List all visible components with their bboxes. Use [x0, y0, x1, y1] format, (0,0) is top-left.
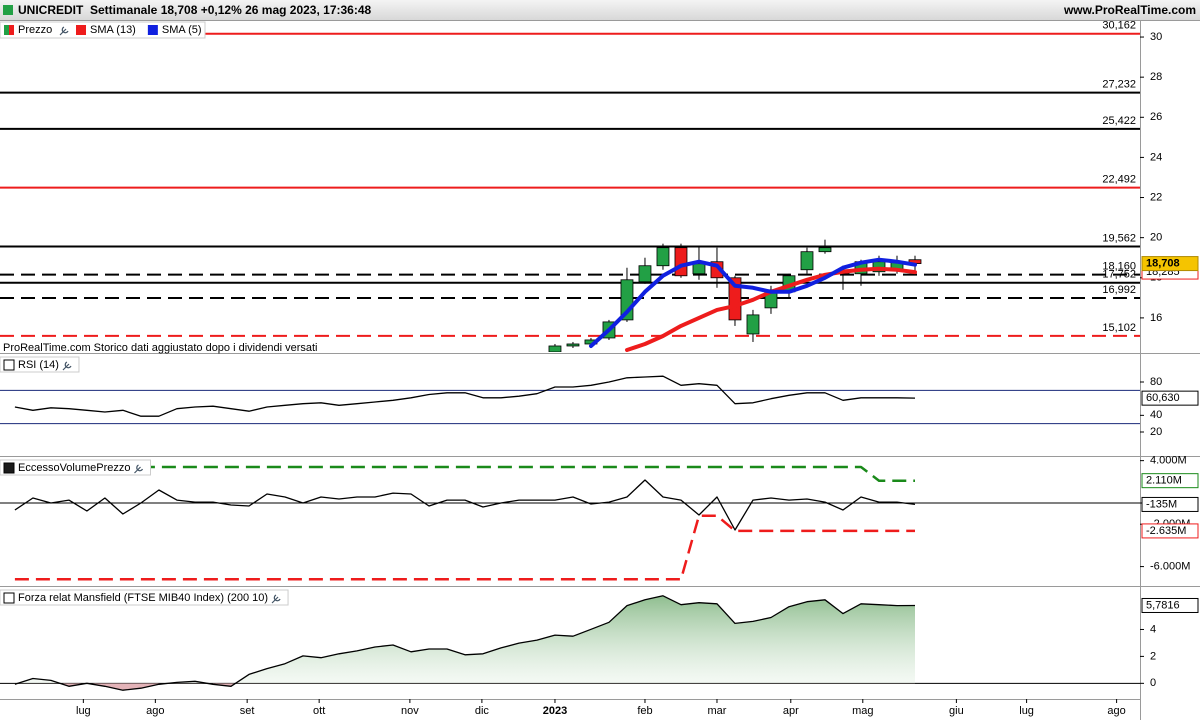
last-value-label: 2.110M [1146, 475, 1182, 487]
level-label: 30,162 [1102, 20, 1136, 32]
x-tick-label: 2023 [543, 705, 567, 717]
y-tick-label: 22 [1150, 191, 1162, 203]
panel-title: RSI (14) [18, 359, 59, 371]
candle-body [692, 263, 706, 275]
x-tick-label: set [240, 705, 255, 717]
series-line [14, 595, 916, 691]
legend-swatch [9, 25, 14, 35]
panel-icon [3, 592, 15, 604]
last-value-label: 5,7816 [1146, 599, 1180, 611]
header-site: www.ProRealTime.com [1063, 3, 1196, 17]
candle-body [818, 247, 832, 253]
y-tick-label: 4.000M [1150, 455, 1187, 467]
panel [0, 465, 1140, 581]
y-tick-label: 20 [1150, 426, 1162, 438]
y-tick-label: 80 [1150, 376, 1162, 388]
chart-note: ProRealTime.com Storico dati aggiustato … [3, 342, 317, 354]
candle-body [548, 345, 562, 352]
last-value-label: -135M [1146, 498, 1177, 510]
last-value-label: 18,708 [1146, 257, 1180, 269]
panel-icon [3, 462, 15, 474]
y-tick-label: 26 [1150, 111, 1162, 123]
level-label: 27,232 [1102, 78, 1136, 90]
header-icon [3, 5, 13, 15]
settings-icon [271, 594, 281, 604]
panel-title-bg [0, 459, 151, 476]
x-tick-label: mar [708, 705, 727, 717]
legend-swatch [4, 25, 9, 35]
level-label: 19,562 [1102, 232, 1136, 244]
x-tick-label: giu [949, 705, 964, 717]
y-tick-label: 40 [1150, 409, 1162, 421]
series-line [14, 479, 916, 531]
settings-icon [134, 464, 144, 474]
last-value-box [1141, 496, 1199, 512]
y-tick-label: 30 [1150, 31, 1162, 43]
y-tick-label: 24 [1150, 151, 1162, 163]
y-tick-label: 20 [1150, 232, 1162, 244]
panel [0, 595, 1140, 691]
last-value-label: -2.635M [1146, 525, 1186, 537]
area-positive [14, 595, 915, 684]
panel-icon [3, 359, 15, 371]
candle-body [566, 343, 580, 347]
candle-body [800, 251, 814, 271]
x-tick-label: nov [401, 705, 419, 717]
header-subtitle: Settimanale 18,708 +0,12% 26 mag 2023, 1… [90, 3, 372, 17]
last-value-box [1141, 597, 1199, 613]
last-value-box [1141, 473, 1199, 489]
legend-label: SMA (13) [90, 24, 136, 36]
level-label: 15,102 [1102, 322, 1136, 334]
x-tick-label: feb [637, 705, 652, 717]
x-tick-label: apr [783, 705, 799, 717]
panel-title: Forza relat Mansfield (FTSE MIB40 Index)… [18, 592, 268, 604]
last-value-box [1141, 390, 1199, 406]
header-title: UNICREDIT [18, 3, 84, 17]
y-tick-label: 28 [1150, 71, 1162, 83]
x-tick-label: lug [1019, 705, 1034, 717]
legend-swatch [76, 25, 86, 35]
level-label: 25,422 [1102, 115, 1136, 127]
candle-body [656, 247, 670, 267]
last-value-box [1141, 256, 1199, 272]
y-tick-label: 16 [1150, 312, 1162, 324]
header-bar [0, 0, 1200, 20]
candle-body [638, 265, 652, 283]
x-tick-label: mag [852, 705, 873, 717]
x-tick-label: lug [76, 705, 91, 717]
y-tick-label: 2 [1150, 650, 1156, 662]
area-negative [14, 683, 236, 691]
legend-label: Prezzo [18, 24, 52, 36]
series-line [14, 465, 915, 482]
panel [0, 32, 1140, 352]
level-label: 22,492 [1102, 174, 1136, 186]
panel [0, 375, 1140, 425]
x-tick-label: dic [475, 705, 490, 717]
candle-body [746, 314, 760, 335]
panel-title-bg [0, 589, 289, 606]
series-line [14, 514, 915, 581]
settings-icon [62, 361, 72, 371]
level-label: 17,752 [1102, 269, 1136, 281]
legend-swatch [147, 25, 158, 35]
y-tick-label: 0 [1150, 677, 1156, 689]
panel-title-bg [0, 356, 80, 373]
legend-label: SMA (5) [162, 24, 202, 36]
level-label: 18,160 [1102, 260, 1136, 272]
x-tick-label: ott [313, 705, 325, 717]
level-label: 16,992 [1102, 284, 1136, 296]
y-tick-label: 4 [1150, 623, 1156, 635]
last-value-box [1141, 523, 1199, 539]
last-value-label: 60,630 [1146, 392, 1180, 404]
candle-body [728, 277, 742, 321]
sma-line [589, 257, 917, 348]
settings-icon [59, 26, 69, 36]
x-tick-label: ago [146, 705, 164, 717]
series-line [14, 375, 916, 417]
y-tick-label: -6.000M [1150, 560, 1190, 572]
candle-body [674, 247, 688, 277]
panel-title: EccessoVolumePrezzo [18, 462, 131, 474]
x-tick-label: ago [1107, 705, 1125, 717]
